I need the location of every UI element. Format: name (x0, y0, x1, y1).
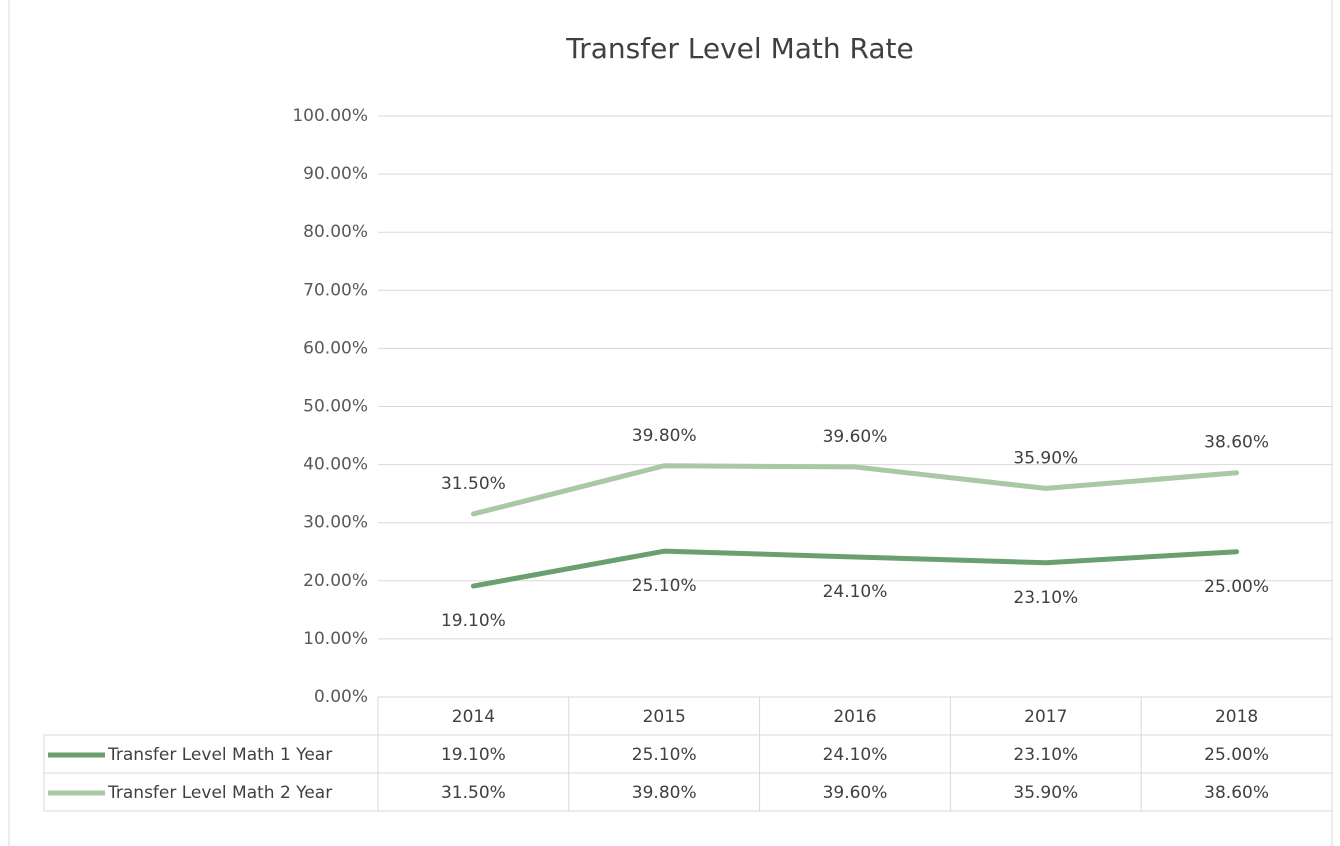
y-tick-label: 80.00% (303, 222, 368, 242)
y-tick-label: 50.00% (303, 397, 368, 417)
data-label: 19.10% (441, 611, 506, 631)
data-label: 39.60% (823, 427, 888, 447)
data-label: 39.80% (632, 426, 697, 446)
y-tick-label: 0.00% (314, 687, 368, 707)
y-tick-label: 30.00% (303, 513, 368, 533)
data-label: 23.10% (1013, 588, 1078, 608)
y-tick-label: 20.00% (303, 571, 368, 591)
series-line (470, 548, 1240, 589)
data-label: 31.50% (441, 474, 506, 494)
data-label: 35.90% (1013, 448, 1078, 468)
table-cell: 31.50% (441, 783, 506, 803)
y-tick-label: 70.00% (303, 280, 368, 300)
x-tick-label: 2016 (833, 707, 876, 727)
table-cell: 23.10% (1013, 745, 1078, 765)
table-cell: 25.10% (632, 745, 697, 765)
data-label: 38.60% (1204, 433, 1269, 453)
data-label: 25.10% (632, 576, 697, 596)
table-cell: 25.00% (1204, 745, 1269, 765)
y-tick-label: 40.00% (303, 455, 368, 475)
table-cell: 19.10% (441, 745, 506, 765)
data-label: 25.00% (1204, 577, 1269, 597)
series-line (470, 463, 1240, 517)
y-tick-label: 10.00% (303, 629, 368, 649)
x-tick-label: 2014 (452, 707, 495, 727)
chart-title: Transfer Level Math Rate (565, 32, 913, 65)
x-tick-label: 2017 (1024, 707, 1067, 727)
y-tick-label: 60.00% (303, 338, 368, 358)
x-tick-label: 2018 (1215, 707, 1258, 727)
table-cell: 35.90% (1013, 783, 1078, 803)
x-tick-label: 2015 (643, 707, 686, 727)
table-cell: 39.80% (632, 783, 697, 803)
table-cell: 39.60% (823, 783, 888, 803)
legend-label: Transfer Level Math 1 Year (107, 745, 332, 765)
data-label: 24.10% (823, 582, 888, 602)
legend-label: Transfer Level Math 2 Year (107, 783, 332, 803)
y-tick-label: 100.00% (292, 106, 368, 126)
table-cell: 38.60% (1204, 783, 1269, 803)
table-cell: 24.10% (823, 745, 888, 765)
y-tick-label: 90.00% (303, 164, 368, 184)
chart-frame (8, 0, 1333, 846)
